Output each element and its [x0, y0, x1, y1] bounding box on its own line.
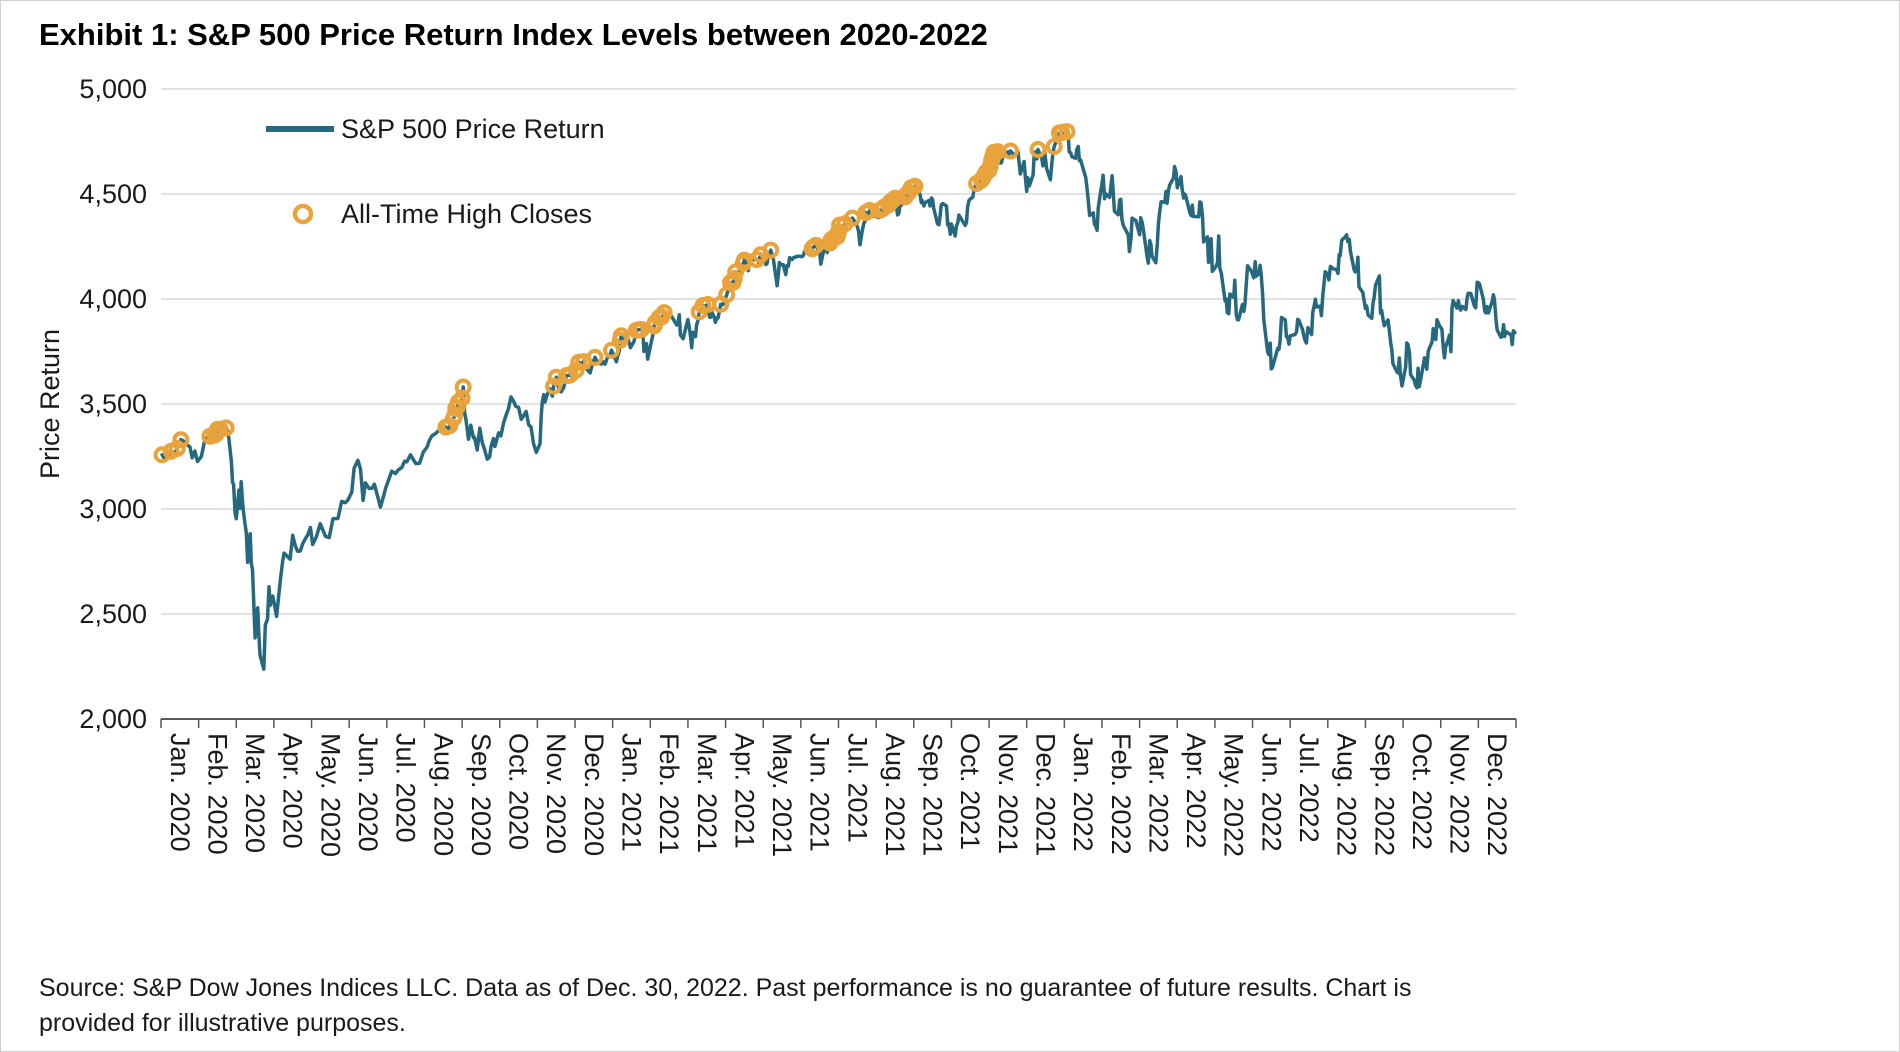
x-tick-label: Aug. 2020: [428, 733, 458, 856]
x-tick-label: Apr. 2021: [729, 733, 759, 849]
x-tick-label: Feb. 2020: [202, 733, 232, 855]
x-tick-label: May. 2022: [1219, 733, 1249, 857]
ath-marker: [172, 431, 190, 449]
legend-label-ath-closes: All-Time High Closes: [341, 199, 592, 229]
ath-marker: [906, 177, 924, 195]
x-tick-label: Jan. 2022: [1068, 733, 1098, 852]
x-tick-label: Jul. 2020: [391, 733, 421, 843]
x-tick-labels-layer: Jan. 2020 Feb. 2020 Mar. 2020 Apr. 2020 May.…: [165, 733, 1512, 857]
x-tick-label: Apr. 2020: [278, 733, 308, 849]
x-tick-label: Jun. 2022: [1256, 733, 1286, 852]
x-tick-label: Dec. 2022: [1482, 733, 1512, 856]
legend-label-price-return: S&P 500 Price Return: [341, 114, 605, 144]
x-tick-label: May. 2021: [767, 733, 797, 857]
ath-marker: [454, 378, 472, 396]
x-tick-label: Nov. 2021: [993, 733, 1023, 854]
x-tick-label: Feb. 2022: [1106, 733, 1136, 855]
ath-marker: [1045, 138, 1063, 155]
ath-marker: [655, 304, 673, 322]
y-tick-labels-layer: 2,000 2,500 3,000 3,500 4,000 4,500 5,000: [79, 74, 147, 734]
ath-marker: [545, 377, 563, 395]
x-tick-label: Jun. 2021: [805, 733, 835, 852]
x-tick-label: Apr. 2022: [1181, 733, 1211, 849]
x-tick-label: May. 2020: [315, 733, 345, 857]
chart-title: Exhibit 1: S&P 500 Price Return Index Le…: [39, 17, 988, 52]
y-tick-label: 3,000: [79, 494, 147, 524]
y-tick-label: 2,000: [79, 704, 147, 734]
x-tick-label: Nov. 2020: [541, 733, 571, 854]
ath-marker: [762, 241, 780, 259]
y-tick-label: 4,000: [79, 284, 147, 314]
x-tick-label: Sep. 2022: [1369, 733, 1399, 856]
ath-marker: [153, 446, 171, 464]
legend: S&P 500 Price Return All-Time High Close…: [266, 114, 605, 229]
ath-marker: [1029, 141, 1047, 158]
x-tick-label: Jun. 2020: [353, 733, 383, 852]
ath-marker: [1002, 142, 1019, 160]
x-tick-label: Dec. 2020: [579, 733, 609, 856]
x-tick-label: Jul. 2021: [842, 733, 872, 843]
x-tick-label: Jul. 2022: [1294, 733, 1324, 843]
axes-layer: [160, 718, 1517, 728]
gridlines-layer: [161, 88, 1516, 720]
x-tick-label: Aug. 2021: [880, 733, 910, 856]
ath-marker: [603, 341, 620, 359]
source-note: Source: S&P Dow Jones Indices LLC. Data …: [39, 974, 1412, 1037]
x-tick-label: Jan. 2021: [616, 733, 646, 852]
legend-ath-circle-swatch: [292, 203, 314, 225]
ath-marker: [168, 440, 186, 457]
ath-marker: [217, 419, 235, 437]
ath-markers-layer: [153, 123, 1076, 464]
x-tick-label: Sep. 2020: [466, 733, 496, 856]
ath-marker: [586, 348, 604, 366]
x-tick-label: Aug. 2022: [1332, 733, 1362, 856]
y-tick-label: 2,500: [79, 599, 147, 629]
ath-marker: [612, 327, 630, 345]
ath-marker: [843, 209, 861, 227]
x-tick-label: Mar. 2020: [240, 733, 270, 853]
y-tick-label: 4,500: [79, 179, 147, 209]
x-tick-label: Mar. 2022: [1143, 733, 1173, 853]
y-tick-label: 5,000: [79, 74, 147, 104]
x-tick-label: Jan. 2020: [165, 733, 195, 852]
x-tick-label: Feb. 2021: [654, 733, 684, 855]
y-axis-title: Price Return: [35, 329, 65, 479]
y-tick-label: 3,500: [79, 389, 147, 419]
x-tick-label: Dec. 2021: [1031, 733, 1061, 856]
x-tick-label: Mar. 2021: [692, 733, 722, 853]
ath-marker: [1058, 123, 1076, 141]
x-tick-label: Oct. 2021: [955, 733, 985, 850]
x-tick-label: Sep. 2021: [918, 733, 948, 856]
x-tick-label: Oct. 2022: [1407, 733, 1437, 850]
x-tick-label: Nov. 2022: [1445, 733, 1475, 854]
x-tick-label: Oct. 2020: [504, 733, 534, 850]
